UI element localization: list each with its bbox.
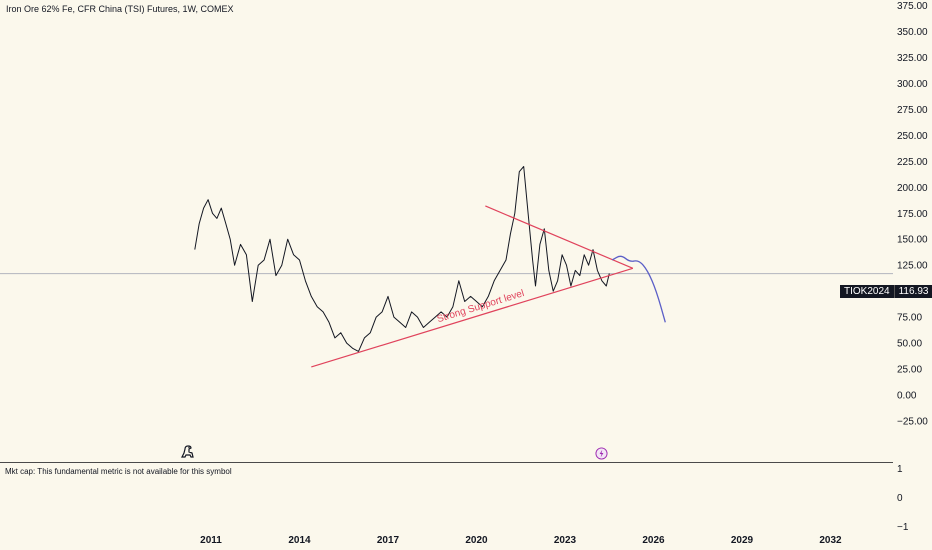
y-tick-label: 225.00: [897, 157, 928, 168]
y-tick-label: −25.00: [897, 417, 928, 428]
x-tick-label: 2026: [642, 535, 665, 546]
x-tick-label: 2017: [377, 535, 400, 546]
y-axis[interactable]: 375.00 350.00 325.00 300.00 275.00 250.00 225.…: [897, 1, 928, 428]
sub-pane-y-axis: 1 0 −1: [897, 464, 909, 533]
y-tick-label: 150.00: [897, 235, 928, 246]
sub-y-tick-label: 0: [897, 493, 903, 504]
x-tick-label: 2014: [288, 535, 311, 546]
y-tick-label: 50.00: [897, 339, 922, 350]
price-tag: TIOK2024 116.93: [840, 285, 932, 298]
x-tick-label: 2020: [465, 535, 488, 546]
x-axis[interactable]: 2011 2014 2017 2020 2023 2026 2029 2032: [200, 535, 842, 546]
price-tag-value: 116.93: [893, 285, 932, 298]
resistance-trendline[interactable]: [485, 205, 634, 269]
y-tick-label: 200.00: [897, 183, 928, 194]
y-tick-label: 250.00: [897, 131, 928, 142]
y-tick-label: 75.00: [897, 313, 922, 324]
market-cap-indicator: Mkt cap: This fundamental metric is not …: [5, 467, 232, 476]
x-tick-label: 2023: [554, 535, 577, 546]
y-tick-label: 125.00: [897, 261, 928, 272]
x-tick-label: 2029: [731, 535, 754, 546]
price-tag-symbol: TIOK2024: [840, 285, 894, 298]
support-trendline[interactable]: [311, 267, 634, 368]
y-tick-label: 0.00: [897, 391, 917, 402]
price-series-line[interactable]: [194, 166, 610, 352]
y-tick-label: 25.00: [897, 365, 922, 376]
support-level-label[interactable]: Strong Support level: [436, 288, 526, 325]
chart-title: Iron Ore 62% Fe, CFR China (TSI) Futures…: [6, 4, 234, 14]
projection-path[interactable]: [611, 255, 666, 323]
y-tick-label: 325.00: [897, 53, 928, 64]
earnings-event-icon[interactable]: [595, 447, 608, 460]
x-tick-label: 2032: [819, 535, 842, 546]
y-tick-label: 300.00: [897, 79, 928, 90]
y-tick-label: 175.00: [897, 209, 928, 220]
dinosaur-logo-icon[interactable]: [180, 443, 196, 459]
y-tick-label: 350.00: [897, 27, 928, 38]
y-tick-label: 375.00: [897, 1, 928, 12]
y-tick-label: 275.00: [897, 105, 928, 116]
sub-y-tick-label: 1: [897, 464, 903, 475]
x-tick-label: 2011: [200, 535, 222, 546]
sub-y-tick-label: −1: [897, 522, 909, 533]
